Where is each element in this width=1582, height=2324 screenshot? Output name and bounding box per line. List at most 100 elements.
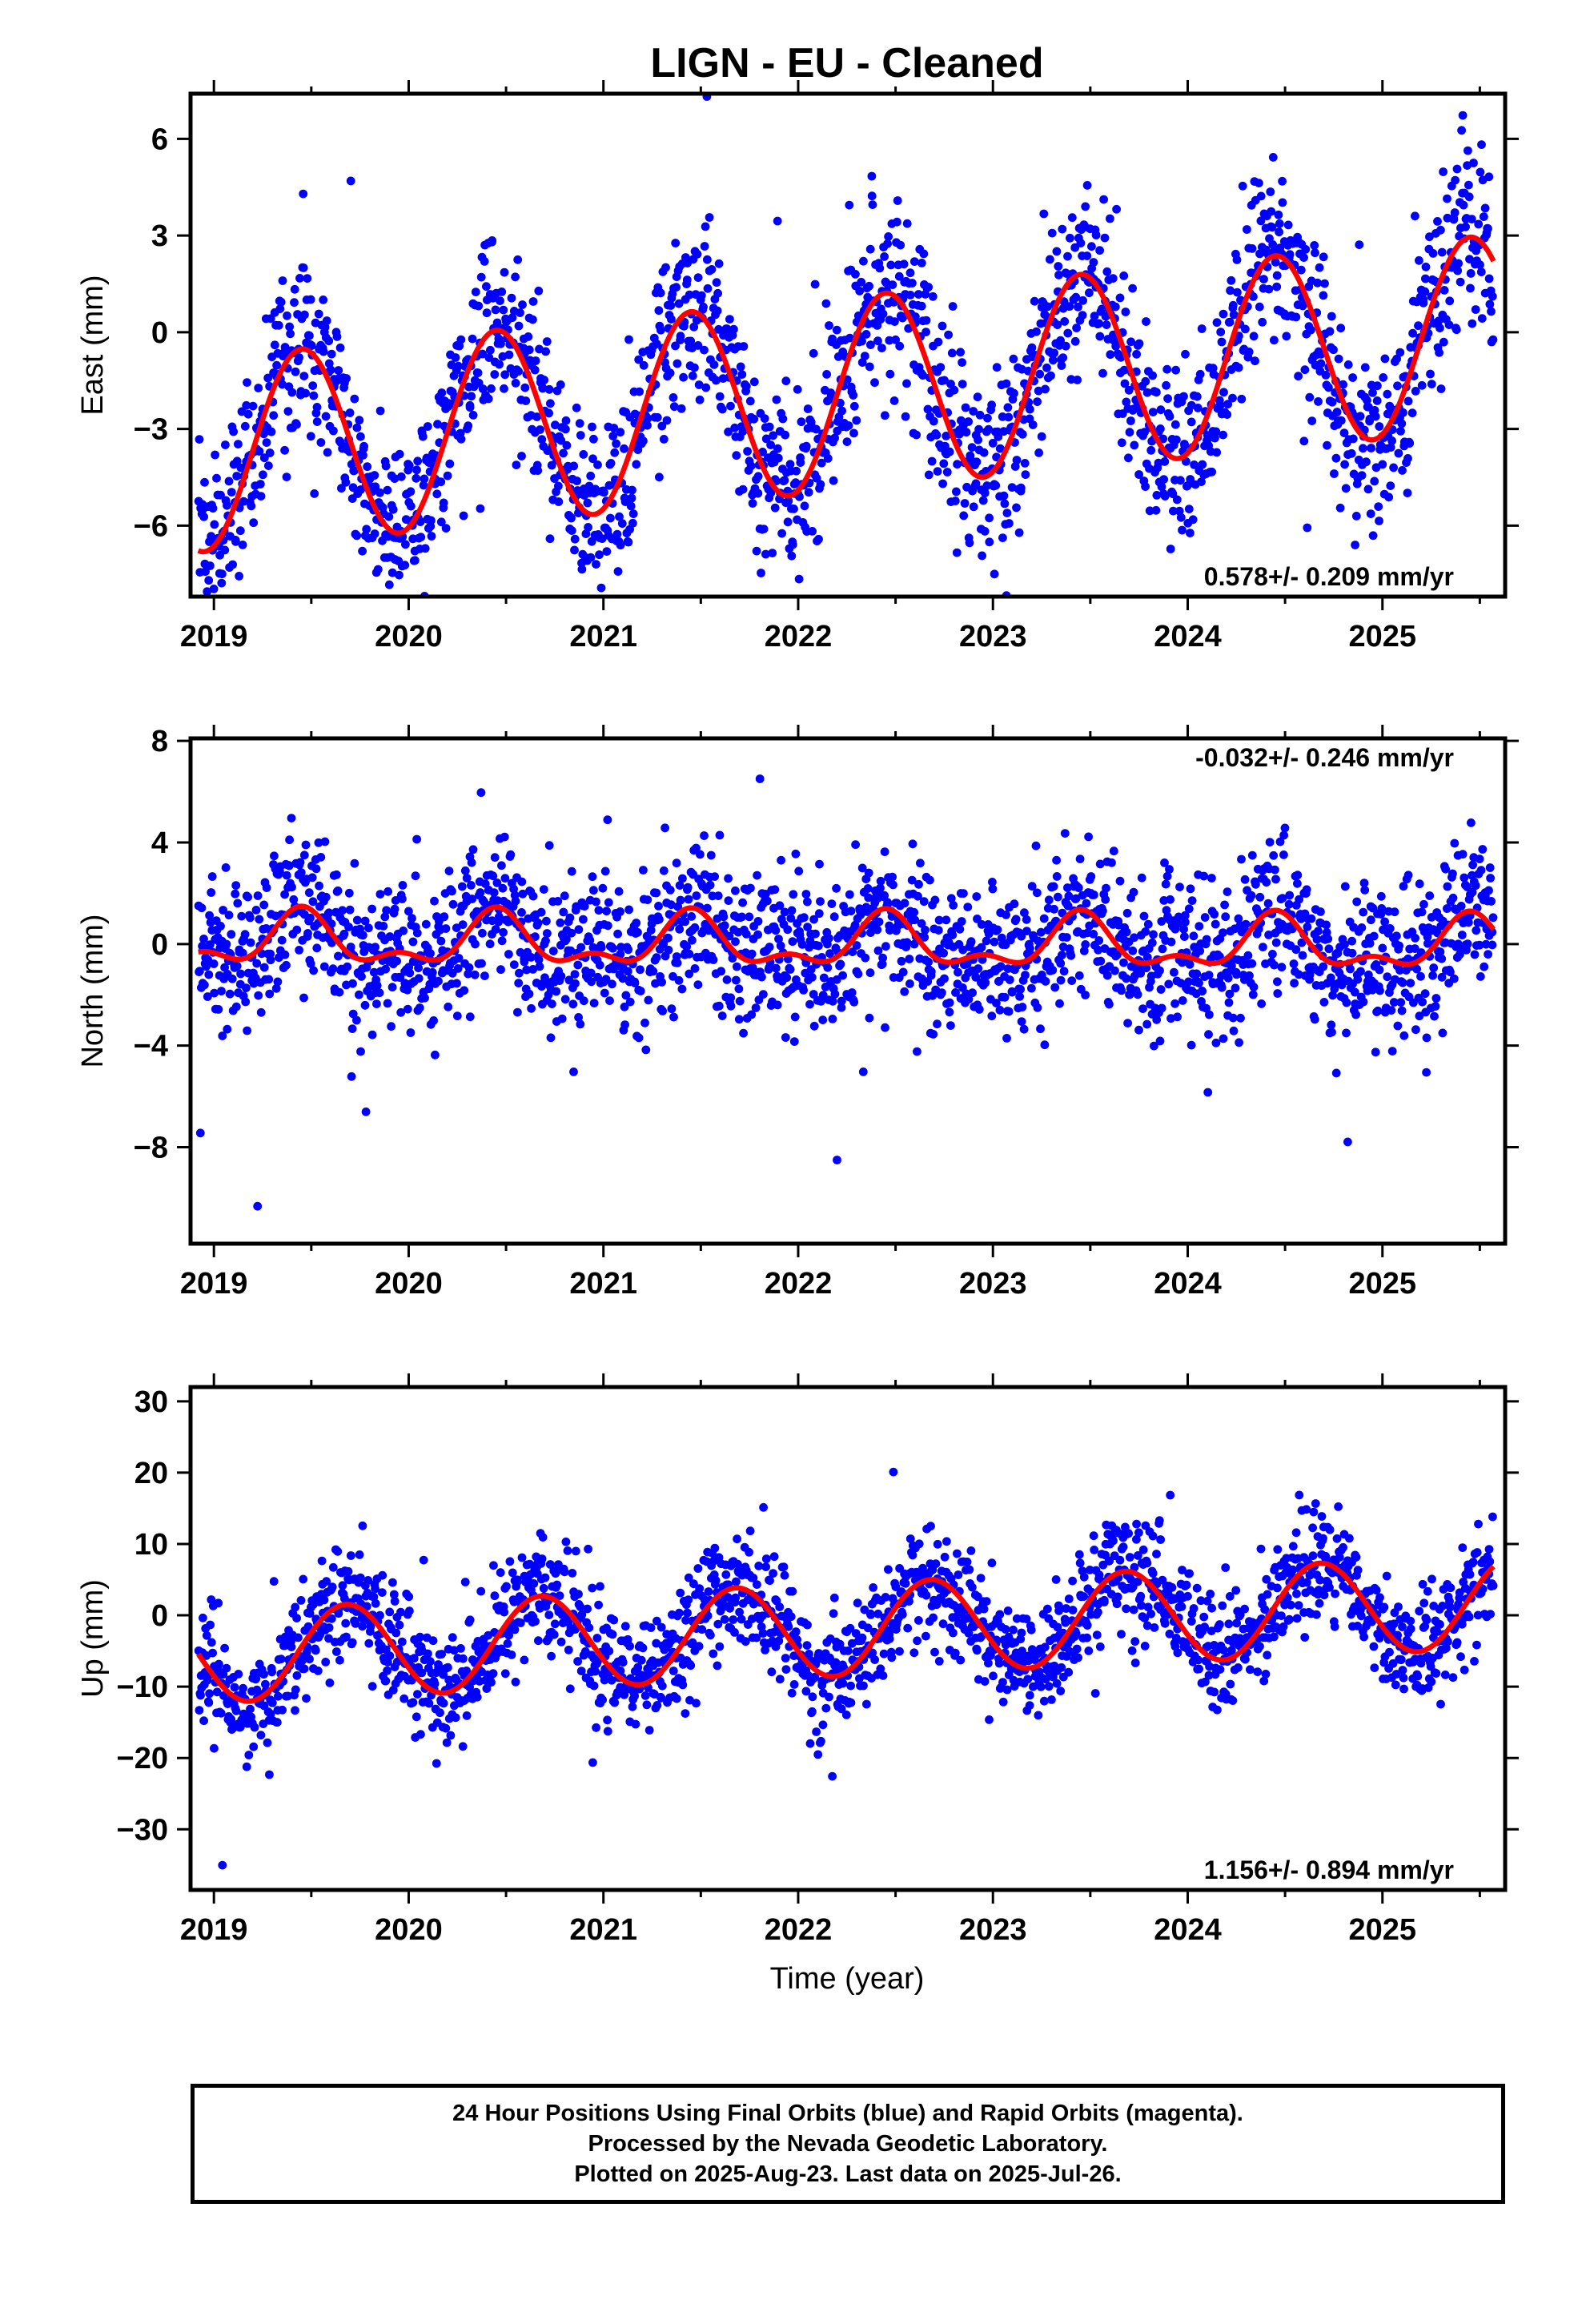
data-point xyxy=(542,916,551,926)
data-point xyxy=(1165,412,1174,421)
data-point xyxy=(214,1598,223,1608)
data-point xyxy=(1341,484,1351,493)
data-point xyxy=(338,906,347,915)
data-point xyxy=(678,874,687,883)
data-point xyxy=(446,1731,456,1740)
data-point xyxy=(908,839,917,849)
data-point xyxy=(1134,1025,1143,1035)
data-point xyxy=(1439,286,1449,295)
data-point xyxy=(1179,924,1188,934)
data-point xyxy=(520,383,530,392)
data-point xyxy=(951,988,960,997)
data-point xyxy=(1043,302,1052,312)
data-point xyxy=(634,1033,644,1043)
data-point xyxy=(367,1682,377,1691)
data-point xyxy=(259,963,269,972)
data-point xyxy=(829,476,838,485)
data-point xyxy=(1016,483,1026,493)
data-point xyxy=(700,242,709,251)
data-point xyxy=(901,412,910,421)
data-point xyxy=(280,890,289,899)
data-point xyxy=(724,896,733,905)
x-tick-label: 2023 xyxy=(959,1267,1027,1301)
data-point xyxy=(206,1620,215,1630)
data-point xyxy=(1431,994,1441,1003)
data-point xyxy=(346,176,355,186)
data-point xyxy=(837,996,846,1006)
data-point xyxy=(1157,917,1166,926)
data-point xyxy=(1425,232,1434,242)
data-point xyxy=(1142,963,1151,973)
data-point xyxy=(888,872,897,882)
data-point xyxy=(1471,881,1480,891)
data-point xyxy=(1429,963,1439,972)
data-point xyxy=(677,984,687,994)
data-point xyxy=(385,1651,395,1661)
data-point xyxy=(356,432,365,441)
data-point xyxy=(1290,979,1299,988)
data-point xyxy=(299,189,308,199)
data-point xyxy=(1195,947,1205,955)
data-point xyxy=(230,1683,239,1692)
data-point xyxy=(428,967,437,977)
data-point xyxy=(987,400,996,410)
data-point xyxy=(556,918,565,927)
data-point xyxy=(1278,176,1287,186)
data-point xyxy=(1312,935,1322,944)
data-point xyxy=(413,456,423,466)
data-point xyxy=(1063,883,1072,892)
data-point xyxy=(1067,976,1077,985)
data-point xyxy=(631,1719,640,1729)
x-tick-label: 2021 xyxy=(569,620,637,653)
data-point xyxy=(998,533,1007,542)
data-point xyxy=(1176,513,1186,522)
data-point xyxy=(1219,309,1228,319)
data-point xyxy=(434,976,443,986)
data-point xyxy=(216,1708,226,1718)
data-point xyxy=(518,889,528,899)
data-point xyxy=(1027,882,1037,891)
data-point xyxy=(552,1580,562,1590)
data-point xyxy=(881,1023,889,1032)
data-point xyxy=(838,971,847,980)
data-point xyxy=(942,915,951,925)
data-point xyxy=(299,850,309,860)
data-point xyxy=(589,999,599,1007)
data-point xyxy=(714,259,724,268)
data-point xyxy=(1192,969,1202,979)
data-point xyxy=(874,917,884,927)
data-point xyxy=(414,963,423,973)
data-point xyxy=(1228,393,1237,403)
data-point xyxy=(1173,919,1182,928)
data-point xyxy=(966,937,976,947)
data-point xyxy=(548,947,558,955)
data-point xyxy=(333,886,343,895)
data-point xyxy=(559,448,568,458)
data-point xyxy=(219,1691,228,1700)
data-point xyxy=(601,975,611,984)
data-point xyxy=(715,392,725,401)
data-point xyxy=(467,881,476,890)
data-point xyxy=(907,875,917,885)
data-point xyxy=(1438,1028,1447,1038)
data-point xyxy=(1430,1011,1439,1021)
data-point xyxy=(1130,933,1138,943)
data-point xyxy=(573,1657,582,1666)
data-point xyxy=(224,911,234,920)
data-point xyxy=(1419,899,1428,909)
data-point xyxy=(818,1015,828,1024)
data-point xyxy=(709,360,719,369)
data-point xyxy=(946,1021,955,1030)
data-point xyxy=(1062,269,1071,278)
data-point xyxy=(1037,432,1046,441)
data-point xyxy=(789,505,798,513)
data-point xyxy=(508,1568,517,1578)
data-point xyxy=(890,317,899,326)
data-point xyxy=(974,964,983,973)
data-point xyxy=(319,962,329,971)
data-point xyxy=(1137,873,1146,883)
data-point xyxy=(266,1709,275,1719)
data-point xyxy=(1437,972,1447,982)
data-point xyxy=(1219,430,1227,440)
data-point xyxy=(1363,396,1371,405)
